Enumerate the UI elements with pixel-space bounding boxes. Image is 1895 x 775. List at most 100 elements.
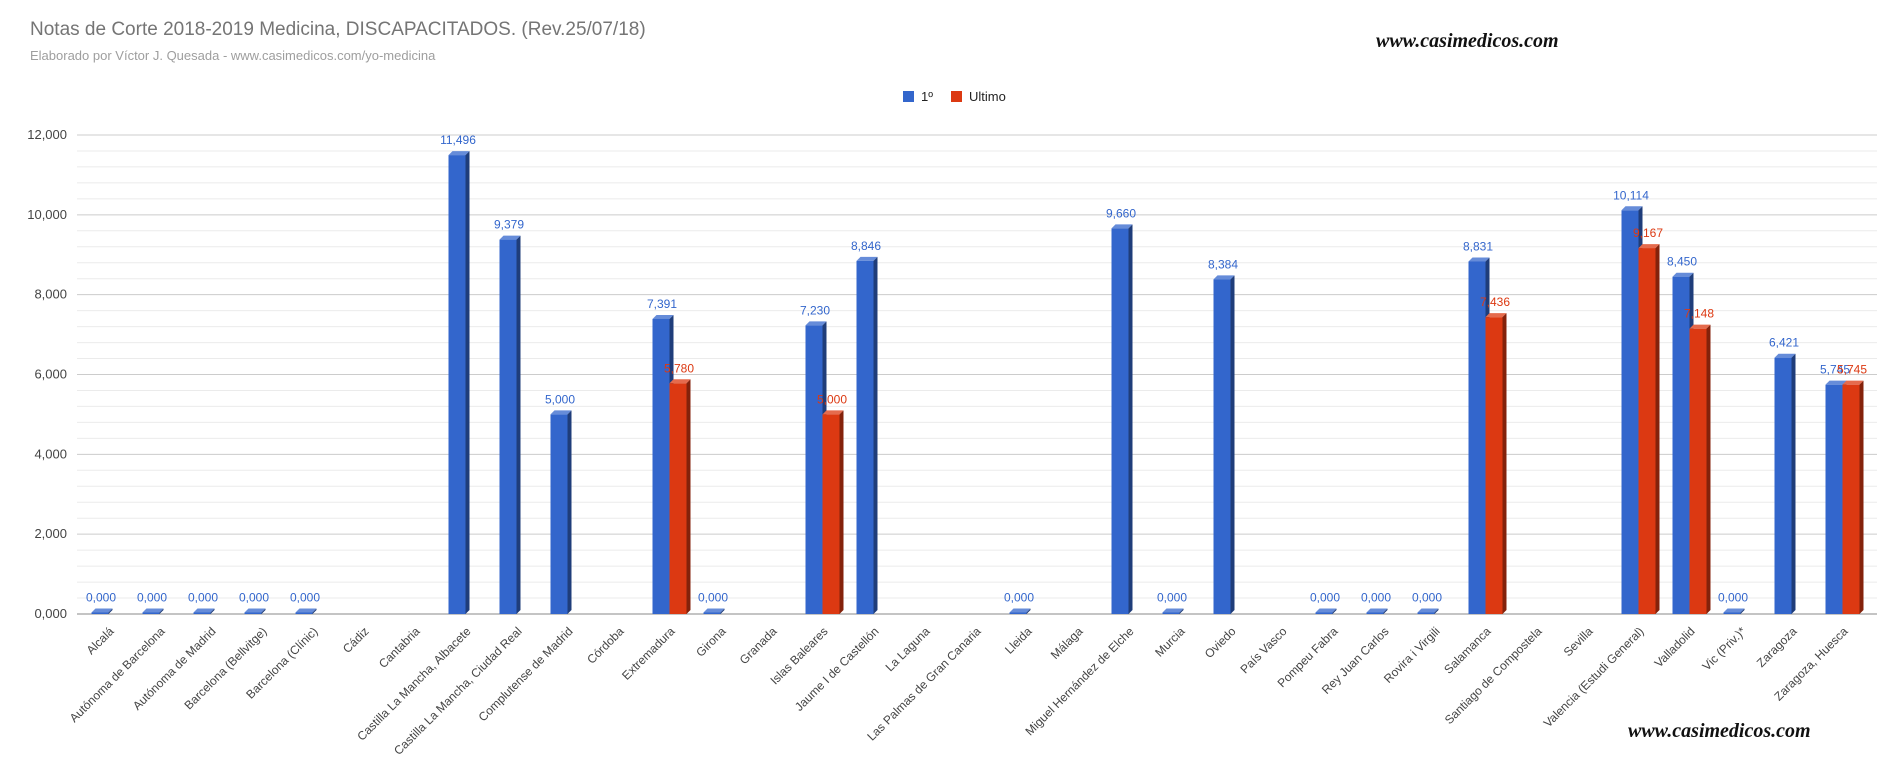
bar-series-1-26[interactable] <box>1417 608 1439 615</box>
data-label-series-1-4: 0,000 <box>290 591 320 605</box>
bar-series-1-12[interactable] <box>703 608 725 615</box>
bar-top-face <box>1842 380 1864 385</box>
x-tick-label: Valladolid <box>1652 624 1698 670</box>
data-label-series-1-8: 9,379 <box>494 218 524 232</box>
bar-series-1-9[interactable] <box>550 410 572 614</box>
data-labels: 0,000 0,000 0,000 0,000 0,000 11,496 9,379 5,00… <box>86 133 1867 604</box>
bar-top-face <box>1468 257 1490 262</box>
bar-side-face <box>873 256 878 614</box>
bar-series-1-0[interactable] <box>91 608 113 615</box>
bar-side-face <box>1383 608 1388 614</box>
legend-label-series-1: 1º <box>921 89 933 104</box>
bar-front-face <box>1485 317 1503 614</box>
data-label-series-1-22: 8,384 <box>1208 257 1238 271</box>
bar-series-1-32[interactable] <box>1723 608 1745 615</box>
bar-series-1-33[interactable] <box>1774 353 1796 614</box>
bar-top-face <box>1417 608 1439 613</box>
bar-series-2-11[interactable] <box>669 379 691 614</box>
bar-front-face <box>295 612 313 614</box>
bar-series-1-15[interactable] <box>856 256 878 614</box>
bar-front-face <box>1825 384 1843 614</box>
bar-series-1-4[interactable] <box>295 608 317 615</box>
bar-series-1-21[interactable] <box>1162 608 1184 615</box>
x-tick-label: País Vasco <box>1237 624 1289 676</box>
x-tick-label: Complutense de Madrid <box>476 624 576 724</box>
y-tick-label: 2,000 <box>34 526 67 541</box>
x-tick-label: Vic (Priv.)* <box>1699 624 1748 673</box>
bar-top-face <box>1213 275 1235 280</box>
bar-top-face <box>1689 324 1711 329</box>
bar-series-2-34[interactable] <box>1842 380 1864 614</box>
data-label-series-1-9: 5,000 <box>545 392 575 406</box>
x-tick-label: Cantabria <box>376 624 423 671</box>
x-tick-label: Santiago de Compostela <box>1442 624 1545 727</box>
bar-series-2-27[interactable] <box>1485 313 1507 614</box>
bar-front-face <box>1842 384 1860 614</box>
x-tick-label: Córdoba <box>584 624 627 667</box>
data-label-series-2-27: 7,436 <box>1480 295 1510 309</box>
data-label-series-1-12: 0,000 <box>698 591 728 605</box>
bar-series-1-25[interactable] <box>1366 608 1388 615</box>
bar-top-face <box>652 314 674 319</box>
bar-series-1-1[interactable] <box>142 608 164 615</box>
bar-side-face <box>1128 224 1133 614</box>
bar-series-1-18[interactable] <box>1009 608 1031 615</box>
bar-front-face <box>1162 612 1180 614</box>
bar-front-face <box>1315 612 1333 614</box>
x-tick-label: Autónoma de Barcelona <box>67 624 168 725</box>
bar-top-face <box>1009 608 1031 613</box>
bar-side-face <box>1332 608 1337 614</box>
bar-series-1-22[interactable] <box>1213 275 1235 614</box>
chart-subtitle: Elaborado por Víctor J. Quesada - www.ca… <box>30 48 436 63</box>
bar-side-face <box>1230 275 1235 614</box>
x-tick-label: Extremadura <box>619 624 678 683</box>
bar-side-face <box>159 608 164 614</box>
bar-side-face <box>1791 353 1796 614</box>
bar-top-face <box>1825 380 1847 385</box>
bar-top-face <box>193 608 215 613</box>
data-label-series-1-20: 9,660 <box>1106 206 1136 220</box>
bar-front-face <box>1774 357 1792 614</box>
x-tick-label: Cádiz <box>340 624 372 656</box>
bar-series-1-2[interactable] <box>193 608 215 615</box>
bar-series-1-8[interactable] <box>499 235 521 614</box>
data-label-series-1-24: 0,000 <box>1310 591 1340 605</box>
bar-side-face <box>108 608 113 614</box>
bar-front-face <box>1366 612 1384 614</box>
bar-top-face <box>1162 608 1184 613</box>
bar-top-face <box>244 608 266 613</box>
bar-top-face <box>1621 206 1643 211</box>
data-label-series-1-30: 10,114 <box>1613 188 1649 202</box>
bar-series-1-20[interactable] <box>1111 224 1133 614</box>
bar-side-face <box>261 608 266 614</box>
x-tick-label: Oviedo <box>1202 624 1239 661</box>
bar-series-1-24[interactable] <box>1315 608 1337 615</box>
bar-front-face <box>1417 612 1435 614</box>
bar-front-face <box>1621 210 1639 614</box>
legend-entry-series-1[interactable]: 1º <box>903 89 933 104</box>
bar-side-face <box>1502 313 1507 614</box>
bar-series-2-14[interactable] <box>822 410 844 614</box>
y-tick-label: 4,000 <box>34 446 67 461</box>
bar-front-face <box>1638 248 1656 614</box>
bar-front-face <box>499 239 517 614</box>
legend-entry-series-2[interactable]: Ultimo <box>951 89 1006 104</box>
legend-swatch-series-1 <box>903 91 914 102</box>
data-label-series-1-18: 0,000 <box>1004 591 1034 605</box>
bar-front-face <box>856 260 874 614</box>
bar-front-face <box>91 612 109 614</box>
bar-front-face <box>142 612 160 614</box>
bar-top-face <box>1485 313 1507 318</box>
bar-top-face <box>499 235 521 240</box>
bar-top-face <box>805 321 827 326</box>
bar-side-face <box>1026 608 1031 614</box>
bar-side-face <box>465 151 470 615</box>
bar-series-2-31[interactable] <box>1689 324 1711 614</box>
bars <box>91 151 1864 615</box>
bar-series-1-3[interactable] <box>244 608 266 615</box>
bar-side-face <box>567 410 572 614</box>
bar-series-2-30[interactable] <box>1638 244 1660 614</box>
bar-series-1-7[interactable] <box>448 151 470 615</box>
bar-top-face <box>1638 244 1660 249</box>
bar-side-face <box>516 235 521 614</box>
